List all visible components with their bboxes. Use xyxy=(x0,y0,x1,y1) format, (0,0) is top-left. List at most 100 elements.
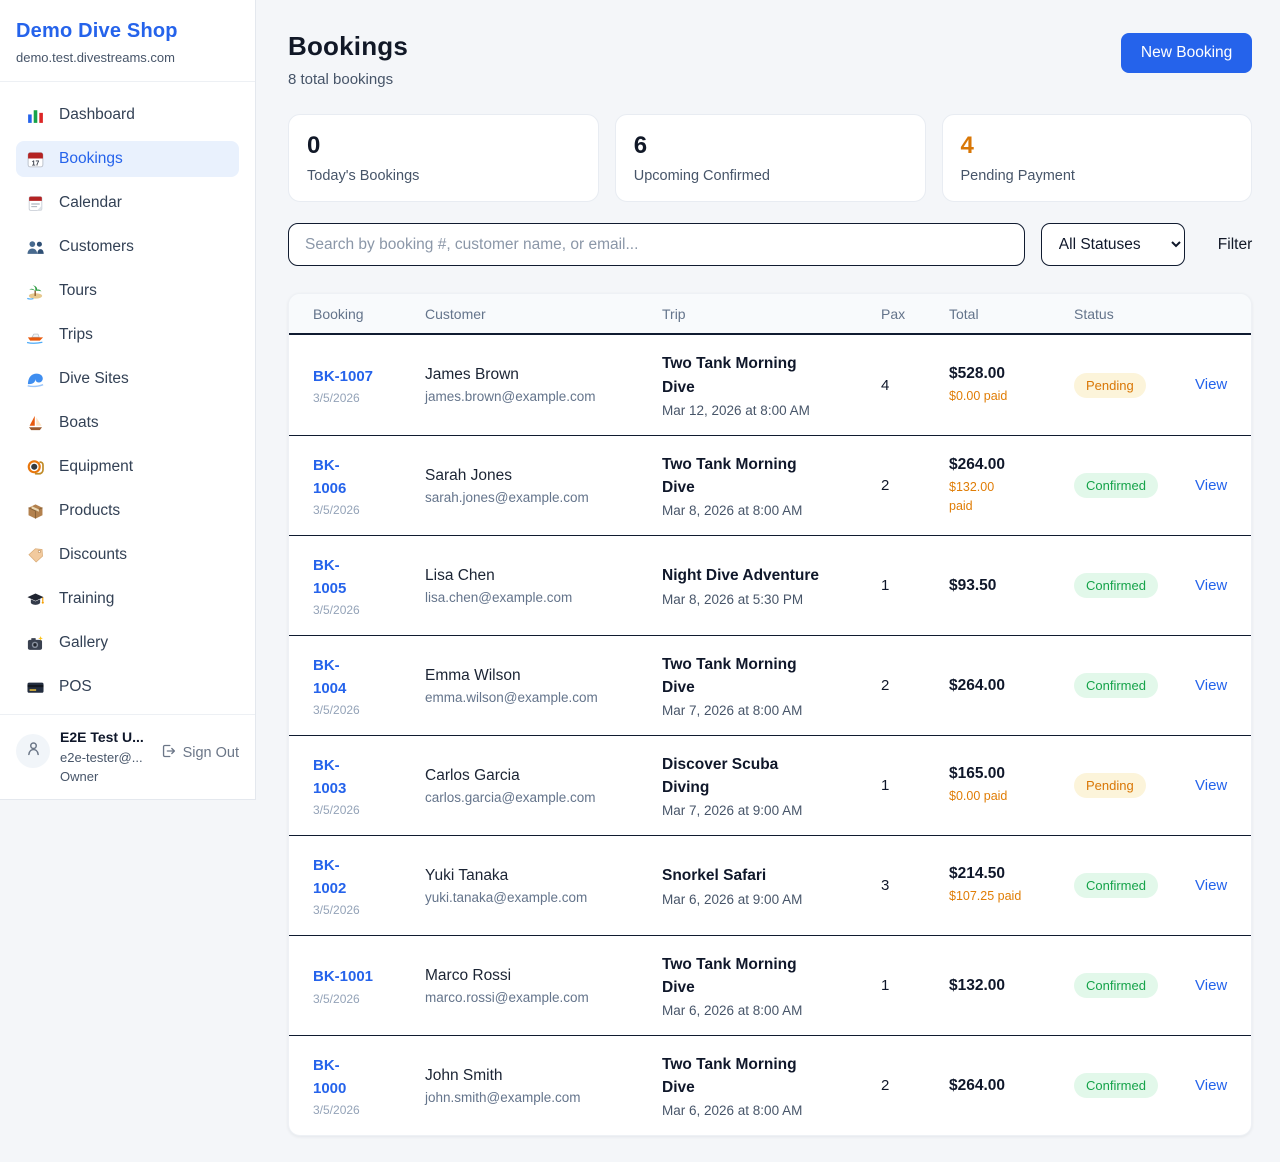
column-header-customer: Customer xyxy=(425,305,486,322)
sidebar-item-label: Gallery xyxy=(59,634,109,651)
view-link[interactable]: View xyxy=(1195,476,1228,494)
pax-count: 4 xyxy=(881,376,890,394)
customer-email: marco.rossi@example.com xyxy=(425,989,589,1005)
status-cell: Confirmed xyxy=(1074,873,1195,898)
view-link[interactable]: View xyxy=(1195,1076,1228,1094)
view-link[interactable]: View xyxy=(1195,976,1228,994)
search-input[interactable] xyxy=(288,223,1025,266)
brand-block: Demo Dive Shop demo.test.divestreams.com xyxy=(0,0,255,82)
credit-card-icon xyxy=(26,678,45,697)
package-icon xyxy=(26,502,45,521)
booking-number-link[interactable]: BK-1001 xyxy=(313,968,374,986)
sidebar-item-products[interactable]: Products xyxy=(16,493,239,529)
sidebar-item-boats[interactable]: Boats xyxy=(16,405,239,441)
main-content: Bookings 8 total bookings New Booking 0 … xyxy=(256,0,1280,1136)
booking-number-link[interactable]: BK- 1004 xyxy=(313,656,347,697)
booking-date: 3/5/2026 xyxy=(313,1103,360,1118)
stats-row: 0 Today's Bookings 6 Upcoming Confirmed … xyxy=(288,114,1253,202)
customer-cell: Emma Wilson emma.wilson@example.com xyxy=(425,667,662,705)
status-badge: Pending xyxy=(1074,372,1146,398)
view-cell: View xyxy=(1195,677,1227,695)
booking-number-link[interactable]: BK- 1006 xyxy=(313,456,347,497)
island-icon xyxy=(26,282,45,301)
sidebar-item-label: Calendar xyxy=(59,194,122,211)
status-cell: Pending xyxy=(1074,372,1195,398)
view-cell: View xyxy=(1195,777,1227,795)
trip-name: Snorkel Safari xyxy=(662,867,767,885)
status-badge: Confirmed xyxy=(1074,873,1158,898)
status-select[interactable]: All Statuses xyxy=(1040,223,1185,266)
total-cell: $264.00 xyxy=(949,1077,1074,1095)
booking-date: 3/5/2026 xyxy=(313,803,360,818)
trip-datetime: Mar 6, 2026 at 9:00 AM xyxy=(662,891,803,907)
sidebar-item-dive-sites[interactable]: Dive Sites xyxy=(16,361,239,397)
bookings-table: Booking Customer Trip Pax Total Status B… xyxy=(288,293,1253,1136)
booking-number-link[interactable]: BK- 1002 xyxy=(313,856,347,897)
total-amount: $264.00 xyxy=(949,455,1006,473)
total-cell: $132.00 xyxy=(949,977,1074,995)
sidebar-item-label: Equipment xyxy=(59,458,134,475)
booking-cell: BK- 1004 3/5/2026 xyxy=(313,654,425,718)
sidebar-footer: E2E Test U... e2e-tester@... Owner Sign … xyxy=(0,714,255,799)
booking-number-link[interactable]: BK- 1005 xyxy=(313,556,347,597)
status-cell: Confirmed xyxy=(1074,1073,1195,1098)
new-booking-button[interactable]: New Booking xyxy=(1120,33,1253,73)
sailboat-icon xyxy=(26,414,45,433)
sidebar-item-dashboard[interactable]: Dashboard xyxy=(16,97,239,133)
logout-icon xyxy=(160,743,176,763)
filter-bar: All Statuses Filter xyxy=(288,223,1252,266)
view-link[interactable]: View xyxy=(1195,676,1228,694)
sidebar-item-gallery[interactable]: Gallery xyxy=(16,625,239,661)
booking-cell: BK- 1003 3/5/2026 xyxy=(313,754,425,818)
total-cell: $264.00 $132.00 paid xyxy=(949,456,1074,516)
booking-number-link[interactable]: BK-1007 xyxy=(313,367,374,385)
sidebar-item-tours[interactable]: Tours xyxy=(16,273,239,309)
sidebar-item-bookings[interactable]: 17 Bookings xyxy=(16,141,239,177)
total-cell: $528.00 $0.00 paid xyxy=(949,365,1074,406)
customer-name: Marco Rossi xyxy=(425,966,512,984)
pax-count: 1 xyxy=(881,977,890,994)
shop-name: Demo Dive Shop xyxy=(16,20,178,42)
column-header-status: Status xyxy=(1074,305,1114,322)
booking-number-link[interactable]: BK- 1000 xyxy=(313,1056,347,1097)
customer-cell: John Smith john.smith@example.com xyxy=(425,1067,662,1105)
customer-cell: Marco Rossi marco.rossi@example.com xyxy=(425,967,662,1005)
customer-email: john.smith@example.com xyxy=(425,1089,581,1105)
paid-amount: $0.00 paid xyxy=(949,388,1008,403)
view-link[interactable]: View xyxy=(1195,876,1228,894)
booking-number-link[interactable]: BK- 1003 xyxy=(313,756,347,797)
booking-cell: BK- 1005 3/5/2026 xyxy=(313,554,425,618)
sidebar-item-training[interactable]: Training xyxy=(16,581,239,617)
sidebar-item-pos[interactable]: POS xyxy=(16,669,239,705)
stat-label: Today's Bookings xyxy=(307,168,420,184)
status-badge: Confirmed xyxy=(1074,1073,1158,1098)
trip-cell: Night Dive Adventure Mar 8, 2026 at 5:30… xyxy=(662,564,881,606)
sign-out-button[interactable]: Sign Out xyxy=(160,743,239,763)
sidebar-item-calendar[interactable]: Calendar xyxy=(16,185,239,221)
sidebar-item-customers[interactable]: Customers xyxy=(16,229,239,265)
camera-icon xyxy=(26,634,45,653)
customer-name: Carlos Garcia xyxy=(425,766,520,784)
booking-cell: BK- 1006 3/5/2026 xyxy=(313,454,425,518)
dive-mask-icon xyxy=(26,458,45,477)
pax-count: 1 xyxy=(881,577,890,594)
sidebar-item-trips[interactable]: Trips xyxy=(16,317,239,353)
sidebar-item-discounts[interactable]: Discounts xyxy=(16,537,239,573)
view-cell: View xyxy=(1195,977,1227,995)
view-link[interactable]: View xyxy=(1195,776,1228,794)
view-link[interactable]: View xyxy=(1195,576,1228,594)
filter-button[interactable]: Filter xyxy=(1217,235,1253,253)
view-link[interactable]: View xyxy=(1195,376,1228,393)
table-row: BK- 1005 3/5/2026 Lisa Chen lisa.chen@ex… xyxy=(289,535,1252,635)
total-cell: $93.50 xyxy=(949,577,1074,595)
pax-count: 1 xyxy=(881,777,890,794)
booking-date: 3/5/2026 xyxy=(313,903,360,918)
user-meta: E2E Test U... e2e-tester@... Owner xyxy=(60,728,144,786)
customer-email: sarah.jones@example.com xyxy=(425,489,589,505)
sidebar-item-label: Customers xyxy=(59,238,134,255)
booking-cell: BK-1007 3/5/2026 xyxy=(313,365,425,405)
sidebar-item-equipment[interactable]: Equipment xyxy=(16,449,239,485)
customer-name: John Smith xyxy=(425,1066,503,1084)
svg-text:17: 17 xyxy=(32,160,40,167)
column-header-booking: Booking xyxy=(313,305,364,322)
